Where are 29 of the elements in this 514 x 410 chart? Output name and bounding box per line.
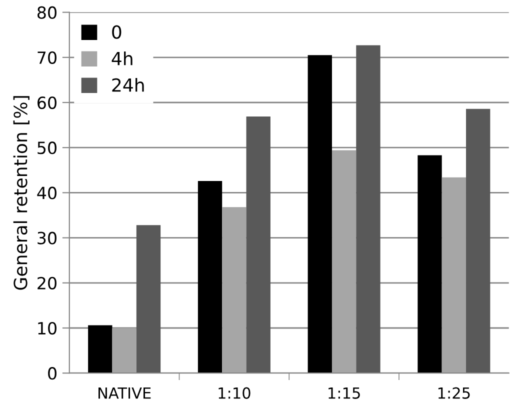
x-tick-label: 1:15 [328, 387, 360, 399]
bar [222, 207, 246, 374]
bar [308, 55, 332, 374]
bar [466, 108, 490, 374]
y-tick-label: 0 [48, 367, 56, 380]
x-tick-label: 1:25 [438, 387, 470, 399]
y-tick-label: 80 [38, 6, 56, 19]
bar [88, 325, 112, 374]
legend-label: 4h [112, 51, 132, 66]
legend-label: 0 [112, 25, 122, 39]
y-axis-title: General retention [%] [13, 96, 30, 290]
y-tick-label: 60 [38, 96, 56, 110]
bar [442, 177, 466, 374]
x-tick-label: 1:10 [218, 387, 250, 399]
y-tick-label: 70 [38, 51, 56, 64]
y-tick-label: 20 [38, 276, 56, 290]
bar [136, 225, 161, 374]
legend-label: 24h [112, 78, 144, 92]
y-tick-label: 40 [37, 186, 56, 200]
bar [112, 328, 136, 374]
bar [332, 150, 356, 374]
bar [198, 180, 222, 374]
bar [418, 155, 442, 374]
y-tick-label: 50 [38, 142, 56, 154]
bar [356, 45, 380, 374]
y-tick-label: 10 [38, 322, 56, 335]
x-tick-label: NATIVE [98, 387, 151, 399]
y-tick-label: 30 [38, 232, 56, 244]
bar [246, 116, 270, 374]
